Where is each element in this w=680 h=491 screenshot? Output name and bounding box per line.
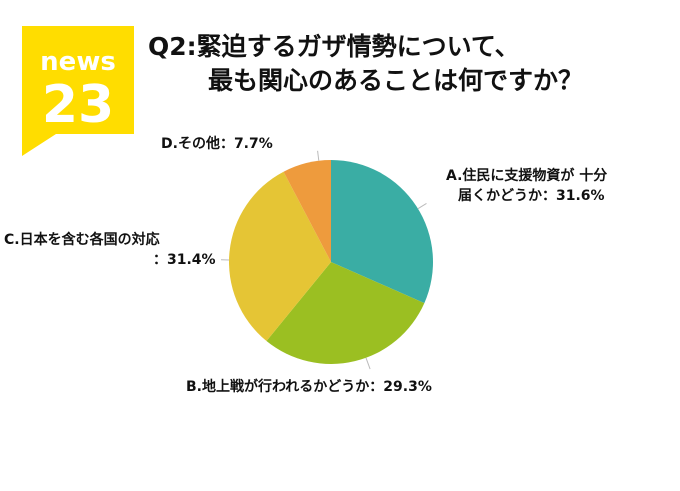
pie-slice-c [229,171,331,341]
logo-text-news: news [40,47,116,77]
leader-d [317,150,320,161]
pie-slice-a [331,160,433,304]
logo-text-23: 23 [42,75,114,135]
title-line-1: Q2:緊迫するガザ情勢について、 [148,32,520,61]
label-c-line-1: C.日本を含む各国の対応 [4,232,160,248]
pie-slice-b [266,262,425,364]
news23-logo: news 23 [22,26,134,156]
label-a-line-1: A.住民に支援物資が 十分 [446,168,608,184]
title-line-2: 最も関心のあることは何ですか？ [208,66,584,95]
label-b: B.地上戦が行われるかどうか：29.3% [186,377,432,397]
label-a: A.住民に支援物資が 十分 届くかどうか：31.6% [446,166,607,206]
label-a-line-2: 届くかどうか：31.6% [458,188,605,204]
label-d-line-1: D.その他：7.7% [161,136,273,152]
leader-b [365,357,371,370]
label-d: D.その他：7.7% [161,134,273,154]
leader-a [417,203,427,210]
label-c: C.日本を含む各国の対応 ：31.4% [4,230,216,270]
label-c-line-2: ：31.4% [153,252,216,268]
logo-badge [22,26,134,156]
pie-slice-d [283,160,331,262]
label-b-line-1: B.地上戦が行われるかどうか：29.3% [186,379,432,395]
chart-title: Q2:緊迫するガザ情勢について、 最も関心のあることは何ですか？ [148,30,668,98]
